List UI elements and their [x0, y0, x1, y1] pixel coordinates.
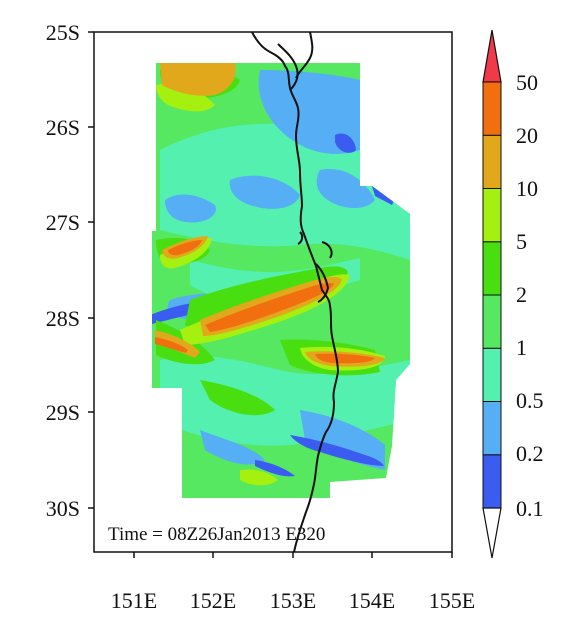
map-frame	[93, 31, 453, 553]
y-tick-label-30s: 30S	[46, 496, 80, 521]
colorbar-label-20: 20	[516, 123, 538, 148]
colorbar-level-box	[482, 241, 502, 296]
y-tick-label-28s: 28S	[46, 306, 80, 331]
colorbar-level-box	[482, 294, 502, 349]
colorbar-label-0-5: 0.5	[516, 388, 544, 413]
colorbar-label-1: 1	[516, 335, 527, 360]
colorbar-over-arrow	[482, 29, 502, 83]
colorbar-under-arrow	[482, 507, 502, 559]
time-label: Time = 08Z26Jan2013 E320	[108, 524, 325, 545]
colorbar-level-box	[482, 401, 502, 456]
colorbar-level-box	[482, 454, 502, 509]
x-tick-label-155e: 155E	[429, 588, 475, 613]
colorbar-level-box	[482, 81, 502, 136]
colorbar	[482, 29, 502, 559]
y-ticks	[88, 31, 94, 509]
colorbar-level-box	[482, 188, 502, 243]
y-tick-labels: 25S 26S 27S 28S 29S 30S	[46, 20, 80, 521]
x-tick-label-154e: 154E	[349, 588, 395, 613]
x-tick-label-151e: 151E	[111, 588, 157, 613]
colorbar-level-box	[482, 134, 502, 189]
y-tick-label-26s: 26S	[46, 115, 80, 140]
y-tick-label-27s: 27S	[46, 210, 80, 235]
y-tick-label-25s: 25S	[46, 20, 80, 45]
colorbar-label-50: 50	[516, 70, 538, 95]
colorbar-label-0-1: 0.1	[516, 496, 544, 521]
colorbar-labels: 50 20 10 5 2 1 0.5 0.2 0.1	[516, 70, 544, 521]
x-ticks	[133, 552, 453, 558]
colorbar-label-10: 10	[516, 176, 538, 201]
colorbar-label-2: 2	[516, 282, 527, 307]
y-tick-label-29s: 29S	[46, 400, 80, 425]
colorbar-level-box	[482, 347, 502, 402]
colorbar-label-5: 5	[516, 229, 527, 254]
colorbar-levels	[482, 81, 502, 509]
x-tick-label-152e: 152E	[190, 588, 236, 613]
colorbar-label-0-2: 0.2	[516, 441, 544, 466]
x-tick-label-153e: 153E	[270, 588, 316, 613]
x-tick-labels: 151E 152E 153E 154E 155E	[111, 588, 475, 613]
coastline	[251, 32, 340, 552]
rainfall-field	[152, 63, 410, 498]
